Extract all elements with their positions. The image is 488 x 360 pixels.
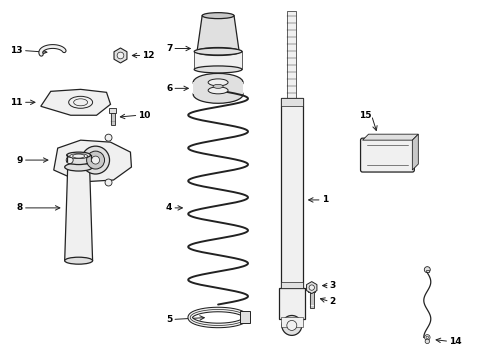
Circle shape	[424, 267, 429, 273]
Bar	[307, 287, 315, 292]
Ellipse shape	[73, 154, 84, 158]
Ellipse shape	[64, 163, 92, 171]
Circle shape	[66, 157, 73, 163]
Bar	[280, 318, 302, 328]
Polygon shape	[411, 134, 417, 170]
Text: 12: 12	[142, 51, 155, 60]
Ellipse shape	[208, 87, 227, 94]
Polygon shape	[64, 167, 92, 261]
Ellipse shape	[68, 96, 92, 108]
Circle shape	[81, 146, 109, 174]
Bar	[193, 82, 243, 94]
Text: 4: 4	[165, 203, 172, 212]
Ellipse shape	[193, 85, 243, 103]
Circle shape	[286, 320, 296, 330]
Polygon shape	[362, 134, 417, 140]
Bar	[66, 155, 90, 161]
Polygon shape	[196, 15, 240, 58]
Bar	[287, 11, 296, 98]
Bar	[309, 292, 313, 307]
Bar	[425, 270, 428, 272]
Circle shape	[117, 52, 123, 59]
Polygon shape	[54, 140, 131, 182]
Ellipse shape	[202, 13, 234, 19]
Bar	[109, 108, 116, 113]
Text: 14: 14	[448, 337, 461, 346]
Circle shape	[105, 179, 112, 186]
Bar	[280, 98, 302, 106]
Text: 15: 15	[358, 111, 371, 120]
Ellipse shape	[66, 158, 90, 165]
Circle shape	[424, 339, 428, 343]
Ellipse shape	[196, 48, 240, 55]
Text: 8: 8	[17, 203, 23, 212]
Polygon shape	[114, 48, 127, 63]
Text: 2: 2	[329, 297, 335, 306]
Bar	[280, 98, 302, 288]
Ellipse shape	[213, 84, 223, 88]
Circle shape	[425, 336, 427, 339]
Circle shape	[281, 315, 301, 336]
Text: 3: 3	[329, 281, 335, 290]
Text: 9: 9	[17, 156, 23, 165]
Circle shape	[308, 285, 314, 290]
Circle shape	[86, 151, 104, 169]
FancyBboxPatch shape	[360, 138, 413, 172]
Bar	[280, 282, 302, 288]
Ellipse shape	[194, 66, 242, 73]
Ellipse shape	[64, 257, 92, 264]
Polygon shape	[306, 282, 316, 293]
Ellipse shape	[208, 79, 227, 86]
Ellipse shape	[194, 48, 242, 55]
Text: 11: 11	[10, 98, 23, 107]
Bar	[194, 51, 242, 69]
Text: 6: 6	[166, 84, 172, 93]
Bar	[278, 288, 304, 319]
Circle shape	[105, 134, 112, 141]
Bar	[240, 311, 249, 323]
Bar	[110, 113, 114, 125]
Text: 1: 1	[321, 195, 327, 204]
Polygon shape	[41, 89, 110, 115]
Text: 7: 7	[165, 44, 172, 53]
Circle shape	[424, 334, 429, 340]
Ellipse shape	[66, 152, 90, 158]
Ellipse shape	[74, 99, 87, 106]
Text: 10: 10	[138, 111, 150, 120]
Ellipse shape	[193, 73, 243, 91]
Ellipse shape	[69, 154, 87, 159]
Circle shape	[91, 156, 100, 164]
Text: 5: 5	[166, 315, 172, 324]
Text: 13: 13	[10, 46, 23, 55]
